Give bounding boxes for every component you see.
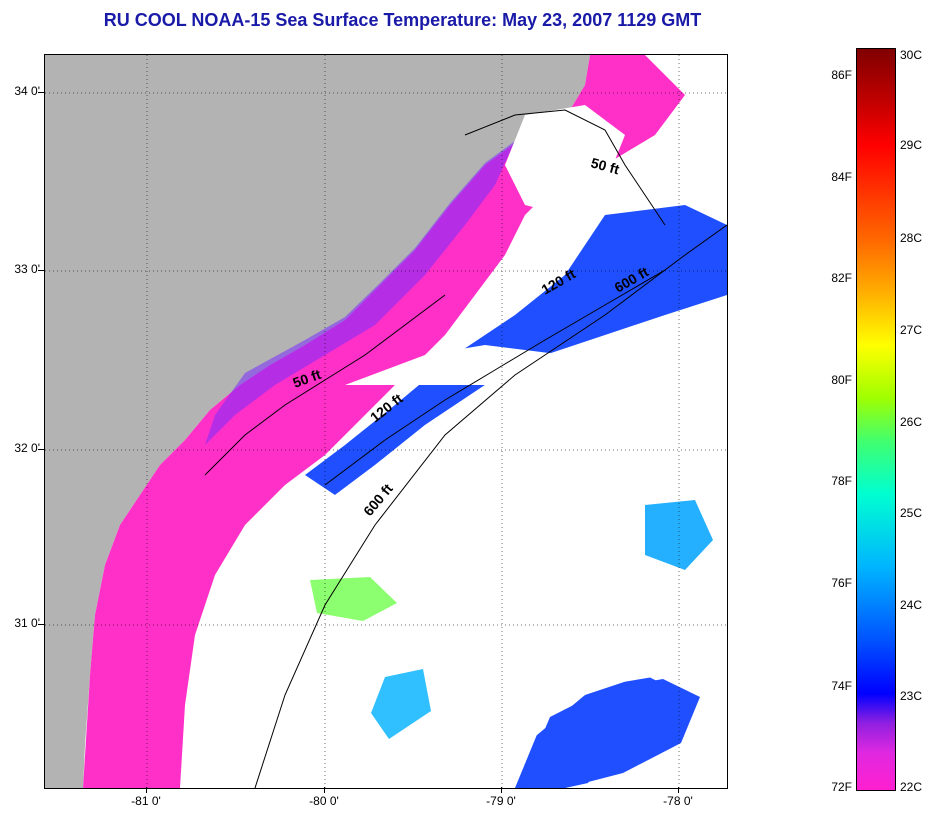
- nearshore-water: [205, 141, 515, 445]
- contour-600ft-line: [254, 224, 727, 788]
- x-tick-mark: [678, 787, 679, 793]
- sst-map-graphic: 50 ft 120 ft 600 ft 50 ft 120 ft 600 ft: [45, 55, 727, 788]
- x-tick-mark: [324, 787, 325, 793]
- contour-120ft-line: [324, 269, 666, 486]
- latitude-label: 34 0': [14, 84, 40, 98]
- contour-50ft-line-south: [204, 294, 446, 476]
- cloud-cover-north: [505, 105, 625, 215]
- latitude-label: 32 0': [14, 441, 40, 455]
- patch-cyan-mid: [371, 669, 431, 739]
- y-tick-mark: [38, 92, 44, 93]
- colorbar-fahrenheit-label: 82F: [831, 271, 852, 285]
- sst-map: 50 ft 120 ft 600 ft 50 ft 120 ft 600 ft: [44, 54, 728, 789]
- graticule: [45, 55, 727, 788]
- colorbar-fahrenheit-label: 84F: [831, 170, 852, 184]
- patch-green-mid: [310, 577, 397, 621]
- colorbar-fahrenheit-label: 74F: [831, 679, 852, 693]
- colorbar-celsius-label: 25C: [900, 506, 923, 520]
- contour-50ft-line: [464, 109, 666, 226]
- warm-shelf-water: [83, 55, 685, 788]
- colorbar-fahrenheit-label: 86F: [831, 68, 852, 82]
- latitude-label: 31 0': [14, 616, 40, 630]
- colorbar-celsius-label: 30C: [900, 48, 923, 62]
- contour-label-50ft-north: 50 ft: [589, 154, 621, 177]
- cloud-cover: [185, 325, 727, 788]
- longitude-label: -81 0': [131, 794, 161, 808]
- colorbar-fahrenheit-label: 80F: [831, 373, 852, 387]
- land-mass: [45, 55, 590, 788]
- colorbar-celsius-label: 27C: [900, 323, 923, 337]
- patch-blue-south: [520, 679, 700, 788]
- y-tick-mark: [38, 270, 44, 271]
- longitude-label: -80 0': [309, 794, 339, 808]
- colorbar-fahrenheit-label: 72F: [831, 780, 852, 794]
- temperature-colorbar: [856, 48, 896, 791]
- colorbar-celsius-label: 24C: [900, 598, 923, 612]
- colorbar-celsius-label: 28C: [900, 231, 923, 245]
- colorbar-celsius-label: 23C: [900, 689, 923, 703]
- colorbar-fahrenheit-label: 76F: [831, 576, 852, 590]
- x-tick-mark: [501, 787, 502, 793]
- colorbar-celsius-label: 26C: [900, 415, 923, 429]
- colorbar-celsius-label: 22C: [900, 780, 923, 794]
- colorbar-celsius-label: 29C: [900, 138, 923, 152]
- y-tick-mark: [38, 624, 44, 625]
- map-title: RU COOL NOAA-15 Sea Surface Temperature:…: [103, 10, 702, 30]
- latitude-label: 33 0': [14, 262, 40, 276]
- colorbar-fahrenheit-label: 78F: [831, 474, 852, 488]
- x-tick-mark: [146, 787, 147, 793]
- y-tick-mark: [38, 449, 44, 450]
- longitude-label: -79 0': [486, 794, 516, 808]
- longitude-label: -78 0': [663, 794, 693, 808]
